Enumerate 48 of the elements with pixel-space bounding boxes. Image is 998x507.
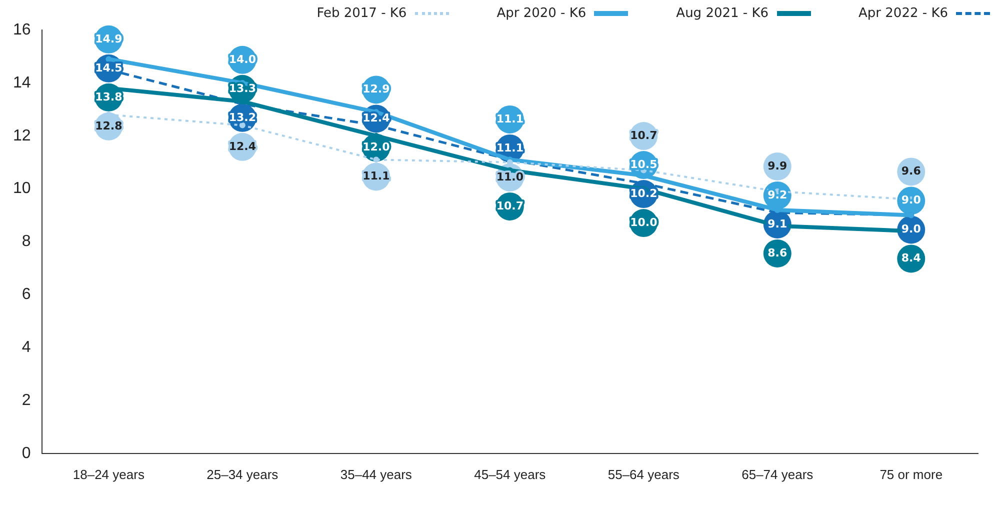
x-tick-label: 18–24 years [72, 466, 145, 482]
x-tick-label: 65–74 years [742, 466, 814, 482]
data-label: 10.7 [496, 199, 524, 212]
data-label: 14.5 [95, 61, 122, 74]
y-tick-label: 16 [13, 21, 31, 38]
data-label: 11.1 [362, 170, 390, 183]
legend-label: Aug 2021 - K6 [676, 6, 769, 21]
data-label: 12.4 [228, 140, 256, 153]
y-tick-label: 12 [13, 127, 31, 144]
y-tick-label: 8 [22, 233, 31, 250]
data-label: 12.8 [95, 119, 122, 132]
data-label: 13.8 [95, 90, 122, 104]
data-label: 10.0 [630, 216, 658, 229]
legend-label: Feb 2017 - K6 [316, 6, 407, 21]
data-label: 9.2 [768, 188, 788, 202]
x-tick-label: 35–44 years [340, 466, 412, 482]
data-label: 9.1 [768, 217, 788, 230]
data-label: 11.1 [496, 112, 524, 126]
data-label: 10.7 [630, 128, 658, 142]
x-tick-label: 45–54 years [474, 466, 546, 482]
y-tick-label: 2 [22, 392, 31, 409]
data-label: 10.5 [630, 158, 658, 171]
data-label: 11.1 [496, 141, 524, 154]
data-label: 9.9 [768, 159, 788, 172]
y-tick-label: 10 [13, 180, 31, 198]
legend-label: Apr 2022 - K6 [858, 6, 948, 21]
data-label: 11.0 [496, 170, 524, 184]
x-tick-label: 55–64 years [608, 466, 680, 482]
x-tick-label: 75 or more [880, 466, 943, 482]
data-label: 9.6 [901, 164, 922, 178]
data-label: 12.4 [362, 112, 390, 125]
data-label: 12.9 [362, 82, 390, 96]
data-label: 9.0 [901, 222, 922, 236]
data-label: 12.0 [362, 140, 390, 154]
x-tick-label: 25–34 years [206, 466, 279, 482]
y-tick-label: 0 [22, 444, 31, 462]
y-tick-label: 4 [22, 338, 31, 356]
data-label: 14.9 [95, 32, 122, 46]
data-label: 13.3 [228, 82, 256, 95]
data-label: 13.2 [228, 110, 256, 124]
data-label: 9.0 [901, 194, 922, 207]
data-label: 8.6 [768, 246, 788, 260]
y-tick-label: 14 [13, 74, 31, 92]
data-label: 8.4 [901, 252, 922, 265]
data-label: 10.2 [630, 186, 658, 200]
y-tick-label: 6 [22, 286, 31, 304]
data-label: 14.0 [228, 52, 256, 66]
legend-label: Apr 2020 - K6 [496, 6, 586, 21]
